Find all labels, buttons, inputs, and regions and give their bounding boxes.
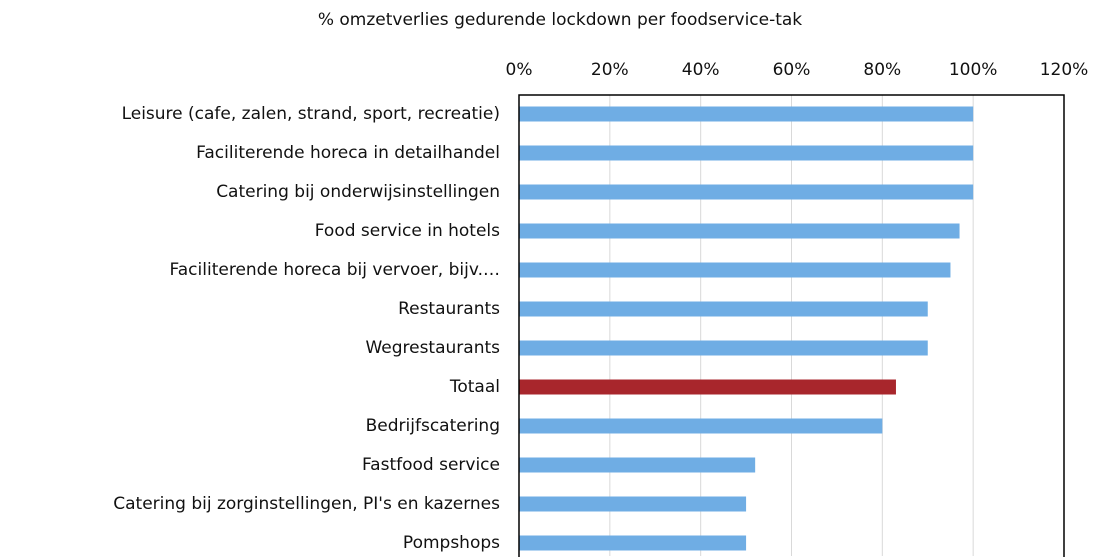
y-tick-label: Fastfood service [362, 455, 500, 475]
x-tick-label: 60% [773, 60, 811, 80]
bar [519, 379, 896, 395]
y-tick-label: Restaurants [398, 299, 500, 319]
y-tick-label: Catering bij onderwijsinstellingen [216, 182, 500, 202]
x-tick-label: 40% [682, 60, 720, 80]
bar [519, 496, 747, 512]
y-tick-label: Leisure (cafe, zalen, strand, sport, rec… [122, 104, 500, 124]
y-tick-label: Food service in hotels [315, 221, 500, 241]
x-tick-label: 0% [506, 60, 533, 80]
y-tick-label: Catering bij zorginstellingen, PI's en k… [113, 494, 500, 514]
x-tick-label: 20% [591, 60, 629, 80]
y-tick-label: Totaal [449, 377, 500, 397]
bar [519, 145, 974, 161]
bar [519, 262, 951, 278]
y-tick-label: Faciliterende horeca in detailhandel [196, 143, 500, 163]
y-tick-label: Pompshops [403, 533, 500, 553]
bar [519, 106, 974, 122]
bar [519, 535, 747, 551]
x-tick-label: 80% [863, 60, 901, 80]
bar [519, 457, 756, 473]
y-tick-label: Bedrijfscatering [366, 416, 500, 436]
bar [519, 418, 883, 434]
bar [519, 340, 928, 356]
y-tick-label: Wegrestaurants [365, 338, 500, 358]
bar [519, 223, 960, 239]
x-tick-label: 100% [949, 60, 998, 80]
bar [519, 301, 928, 317]
plot-frame [518, 94, 1065, 557]
chart-title: % omzetverlies gedurende lockdown per fo… [318, 10, 802, 30]
y-tick-label: Faciliterende horeca bij vervoer, bijv.… [170, 260, 500, 280]
x-tick-label: 120% [1040, 60, 1089, 80]
bar [519, 184, 974, 200]
